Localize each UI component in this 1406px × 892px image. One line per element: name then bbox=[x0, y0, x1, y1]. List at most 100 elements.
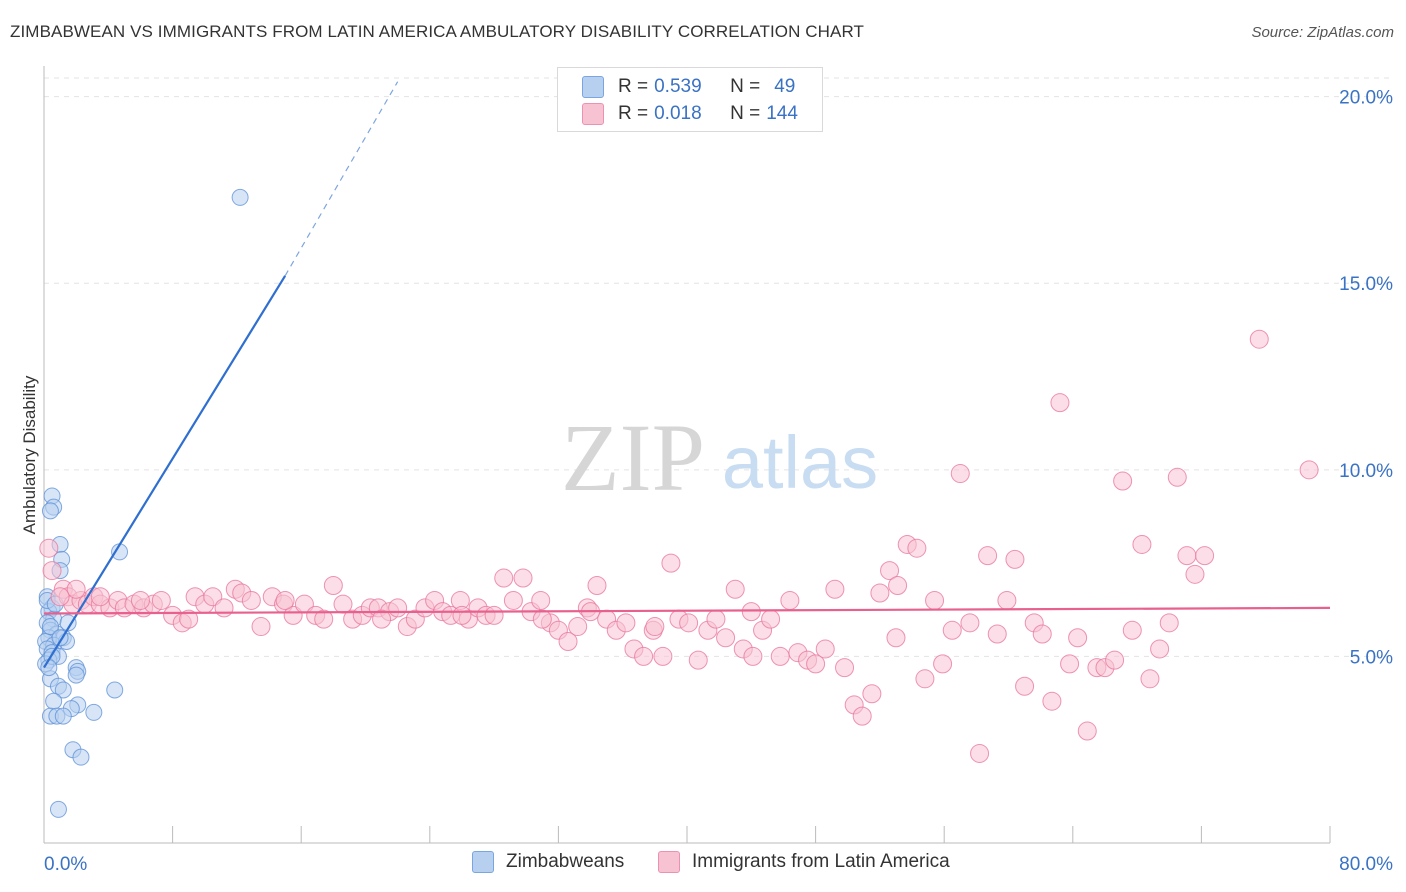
data-point bbox=[41, 502, 59, 520]
data-point bbox=[67, 666, 85, 684]
legend-n-label: N = bbox=[730, 76, 761, 97]
data-point bbox=[41, 618, 59, 636]
legend-n-label: N = bbox=[730, 103, 761, 124]
data-point bbox=[653, 646, 673, 666]
data-point bbox=[372, 609, 392, 629]
data-point bbox=[50, 587, 70, 607]
data-point bbox=[72, 748, 90, 766]
data-point bbox=[886, 628, 906, 648]
trend-lines bbox=[43, 81, 1331, 669]
data-point bbox=[725, 579, 745, 599]
data-point bbox=[825, 579, 845, 599]
data-point bbox=[870, 583, 890, 603]
data-point bbox=[513, 568, 533, 588]
data-point bbox=[743, 646, 763, 666]
data-point bbox=[1122, 620, 1142, 640]
data-point bbox=[970, 743, 990, 763]
data-point bbox=[888, 576, 908, 596]
legend-n-value: 144 bbox=[766, 103, 798, 124]
data-point bbox=[39, 538, 59, 558]
data-point bbox=[323, 576, 343, 596]
data-point bbox=[568, 617, 588, 637]
data-point bbox=[815, 639, 835, 659]
bottom-legend-swatch-pink bbox=[658, 851, 680, 873]
data-point bbox=[688, 650, 708, 670]
data-point bbox=[942, 620, 962, 640]
data-point bbox=[54, 707, 72, 725]
bottom-legend-zimbabweans[interactable]: Zimbabweans bbox=[472, 851, 624, 873]
data-point bbox=[1032, 624, 1052, 644]
data-point bbox=[835, 658, 855, 678]
data-point bbox=[179, 609, 199, 629]
data-point bbox=[388, 598, 408, 618]
data-point bbox=[130, 590, 150, 610]
data-point bbox=[90, 587, 110, 607]
data-point bbox=[950, 464, 970, 484]
data-point bbox=[49, 800, 67, 818]
data-point bbox=[531, 590, 551, 610]
data-point bbox=[880, 561, 900, 581]
data-point bbox=[761, 609, 781, 629]
data-point bbox=[283, 605, 303, 625]
data-point bbox=[933, 654, 953, 674]
data-point bbox=[1249, 329, 1269, 349]
correlation-legend: R = 0.539 N = 49 R = 0.018 N = 144 bbox=[557, 67, 823, 132]
data-point bbox=[66, 579, 86, 599]
y-axis-title: Ambulatory Disability bbox=[20, 375, 39, 534]
data-point bbox=[1077, 721, 1097, 741]
data-point bbox=[780, 590, 800, 610]
data-point bbox=[852, 706, 872, 726]
data-point bbox=[1299, 460, 1319, 480]
data-point bbox=[987, 624, 1007, 644]
data-point bbox=[907, 538, 927, 558]
legend-n-value: 49 bbox=[774, 76, 796, 97]
legend-swatch-blue bbox=[582, 76, 604, 98]
data-point bbox=[214, 598, 234, 618]
data-point bbox=[85, 703, 103, 721]
data-point bbox=[862, 684, 882, 704]
watermark-atlas: atlas bbox=[722, 421, 878, 504]
data-point bbox=[1132, 534, 1152, 554]
series-0 bbox=[37, 188, 249, 818]
data-point bbox=[915, 669, 935, 689]
data-point bbox=[1105, 650, 1125, 670]
data-point bbox=[231, 188, 249, 206]
legend-row-zimbabweans: R = 0.539 N = 49 bbox=[582, 75, 795, 99]
data-point bbox=[558, 631, 578, 651]
x-tick-label: 80.0% bbox=[1339, 854, 1393, 875]
data-point bbox=[241, 590, 261, 610]
axis-labels: 5.0% 10.0% 15.0% 20.0% 0.0% 80.0% Ambulatory D… bbox=[20, 88, 1393, 875]
data-point bbox=[1185, 564, 1205, 584]
y-tick-label: 15.0% bbox=[1339, 274, 1393, 295]
y-tick-label: 20.0% bbox=[1339, 88, 1393, 109]
bottom-legend-latin-america[interactable]: Immigrants from Latin America bbox=[658, 851, 950, 873]
data-point bbox=[532, 609, 552, 629]
data-point bbox=[494, 568, 514, 588]
bottom-legend-swatch-blue bbox=[472, 851, 494, 873]
data-point bbox=[1068, 628, 1088, 648]
legend-row-latin-america: R = 0.018 N = 144 bbox=[582, 102, 798, 126]
series-1 bbox=[39, 329, 1319, 763]
data-point bbox=[741, 602, 761, 622]
data-point bbox=[40, 659, 58, 677]
data-point bbox=[503, 590, 523, 610]
data-point bbox=[770, 646, 790, 666]
trend-line bbox=[43, 275, 287, 669]
bottom-legend-label: Immigrants from Latin America bbox=[692, 851, 950, 872]
legend-r-value: 0.018 bbox=[654, 103, 702, 124]
data-series bbox=[37, 188, 1319, 818]
data-point bbox=[1042, 691, 1062, 711]
data-point bbox=[42, 561, 62, 581]
trend-line-extension bbox=[284, 81, 399, 277]
data-point bbox=[1060, 654, 1080, 674]
data-point bbox=[251, 617, 271, 637]
data-point bbox=[45, 692, 63, 710]
chart-title: ZIMBABWEAN VS IMMIGRANTS FROM LATIN AMER… bbox=[10, 22, 865, 41]
data-point bbox=[106, 681, 124, 699]
data-point bbox=[587, 576, 607, 596]
data-point bbox=[716, 628, 736, 648]
data-point bbox=[806, 654, 826, 674]
data-point bbox=[645, 617, 665, 637]
data-point bbox=[1177, 546, 1197, 566]
data-point bbox=[151, 590, 171, 610]
